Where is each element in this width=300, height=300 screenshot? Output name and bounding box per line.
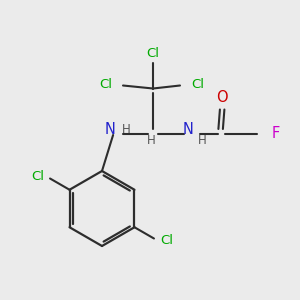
Text: Cl: Cl [99, 78, 112, 92]
Text: N: N [105, 122, 116, 137]
Text: F: F [272, 126, 280, 141]
Text: Cl: Cl [146, 46, 160, 60]
Text: H: H [147, 134, 156, 148]
Text: H: H [197, 134, 206, 147]
Text: Cl: Cl [160, 233, 173, 247]
Text: Cl: Cl [191, 78, 204, 92]
Text: H: H [122, 123, 130, 136]
Text: Cl: Cl [31, 170, 44, 184]
Text: N: N [183, 122, 194, 137]
Text: O: O [216, 90, 228, 105]
